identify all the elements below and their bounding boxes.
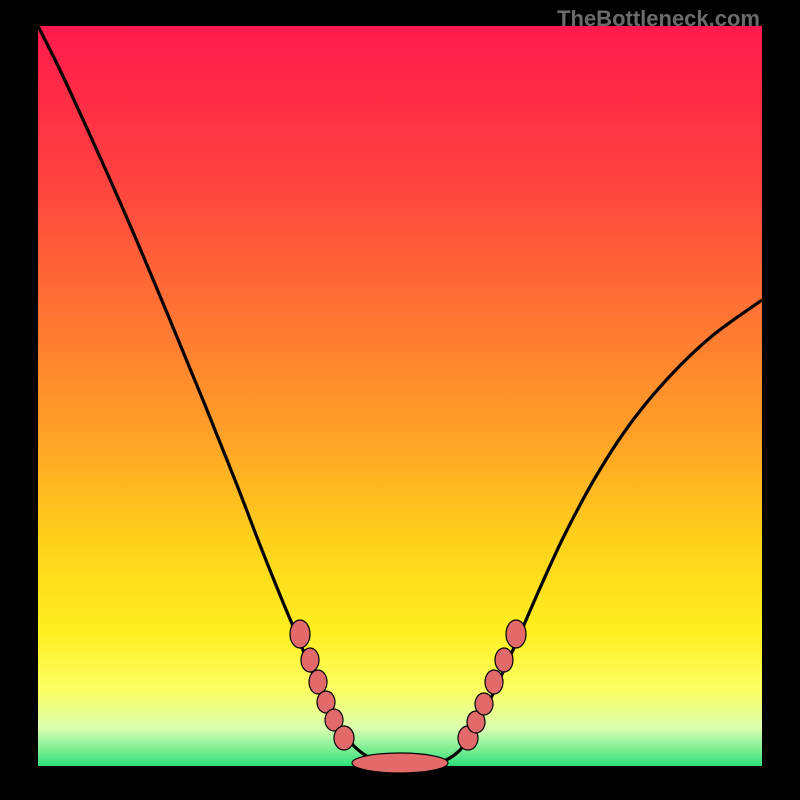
curve-marker [301, 648, 319, 672]
curve-marker [485, 670, 503, 694]
curve-marker [475, 693, 493, 715]
bottleneck-curve [38, 26, 762, 766]
marker-bottom-bar [352, 753, 448, 773]
curve-marker [334, 726, 354, 750]
chart-container: TheBottleneck.com [0, 0, 800, 800]
chart-svg [0, 0, 800, 800]
marker-cluster-left [290, 620, 354, 750]
curve-marker [506, 620, 526, 648]
watermark-text: TheBottleneck.com [557, 6, 760, 32]
curve-marker [495, 648, 513, 672]
marker-cluster-right [458, 620, 526, 750]
curve-marker [309, 670, 327, 694]
curve-marker [290, 620, 310, 648]
